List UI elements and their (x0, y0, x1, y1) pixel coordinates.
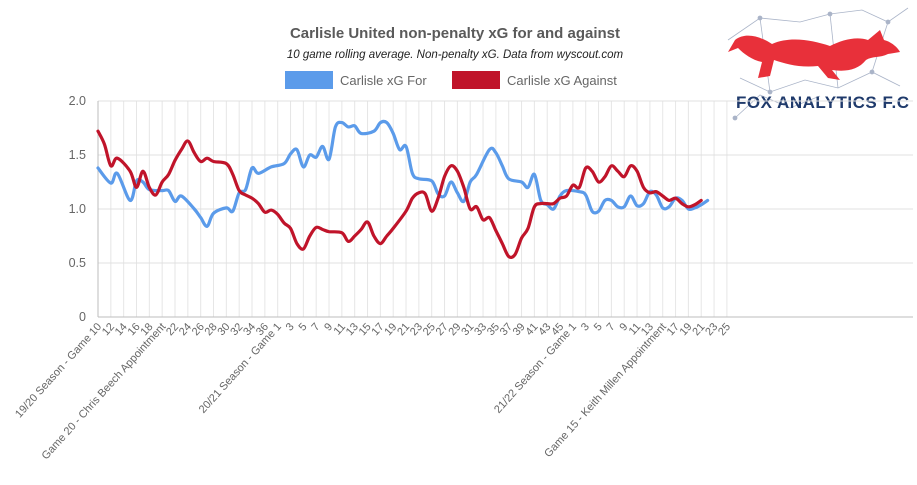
grid (97, 100, 913, 318)
y-tick-label: 2.0 (69, 94, 86, 108)
y-tick-label: 1.5 (69, 148, 86, 162)
x-tick-label: 5 (592, 321, 605, 334)
legend-label-xg-for: Carlisle xG For (340, 73, 427, 88)
y-tick-label: 0 (79, 310, 86, 324)
logo: FOX ANALYTICS F.C (727, 7, 909, 121)
x-tick-label: 3 (579, 321, 592, 334)
x-tick-label: Game 20 - Chris Beech Appointment (40, 321, 169, 462)
series-line-xg-against (96, 129, 703, 260)
chart-subtitle: 10 game rolling average. Non-penalty xG.… (287, 49, 624, 61)
y-axis-ticks: 0 0.5 1.0 1.5 2.0 (69, 94, 86, 324)
logo-text: FOX ANALYTICS F.C (736, 93, 909, 112)
x-tick-label: 25 (716, 321, 733, 338)
fox-icon (728, 30, 900, 80)
x-tick-label: 7 (309, 321, 322, 334)
series-line-xg-for (96, 119, 710, 228)
series (96, 119, 710, 260)
legend: Carlisle xG For Carlisle xG Against (285, 71, 617, 89)
legend-swatch-xg-for (285, 71, 333, 89)
x-tick-label: 5 (297, 321, 310, 334)
y-tick-label: 1.0 (69, 202, 86, 216)
chart-title: Carlisle United non-penalty xG for and a… (290, 25, 620, 42)
y-tick-label: 0.5 (69, 256, 86, 270)
x-tick-label: 3 (284, 321, 297, 334)
legend-swatch-xg-against (452, 71, 500, 89)
legend-label-xg-against: Carlisle xG Against (507, 73, 617, 88)
axes (97, 101, 913, 318)
x-tick-label: 7 (605, 321, 618, 334)
